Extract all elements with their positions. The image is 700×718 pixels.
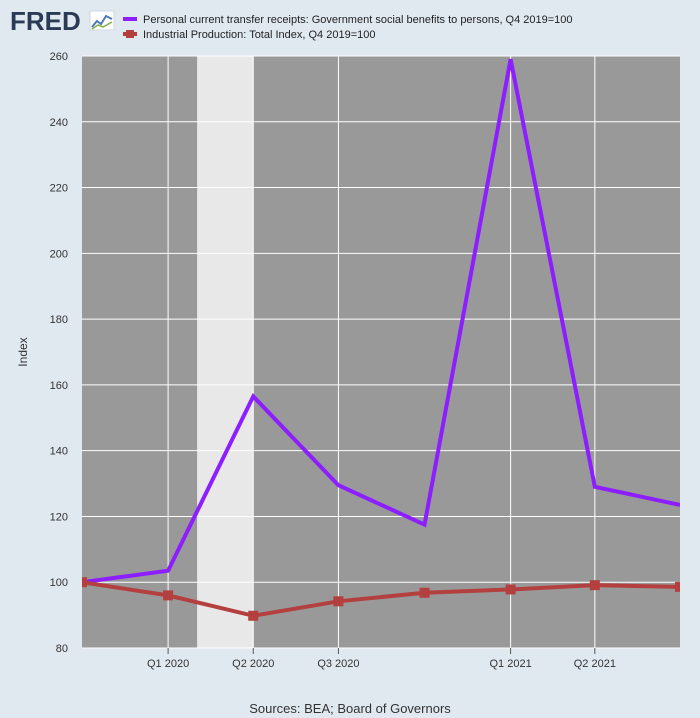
series-point-2: [589, 580, 600, 591]
legend-label-2: Industrial Production: Total Index, Q4 2…: [143, 29, 375, 41]
y-axis-label: Index: [16, 337, 30, 366]
y-tick-label: 160: [50, 380, 68, 392]
x-tick-label: Q1 2020: [147, 658, 189, 670]
series-lines: [82, 58, 680, 621]
series-point-2: [163, 590, 174, 601]
series-point-2: [333, 596, 344, 607]
y-tick-label: 140: [50, 446, 68, 458]
x-axis-ticks: Q1 2020 Q2 2020 Q3 2020 Q1 2021 Q2 2021: [147, 648, 616, 670]
x-tick-label: Q1 2021: [490, 658, 532, 670]
series-point-2: [82, 577, 87, 588]
series-line-1: [82, 58, 680, 585]
y-tick-label: 240: [50, 117, 68, 129]
x-tick-label: Q3 2020: [317, 658, 359, 670]
plot-area: [82, 56, 680, 648]
y-tick-label: 200: [50, 248, 68, 260]
y-tick-label: 100: [50, 577, 68, 589]
chart-legend: Personal current transfer receipts: Gove…: [123, 14, 573, 41]
series-point-2: [248, 610, 259, 621]
y-tick-label: 80: [56, 643, 68, 655]
x-tick-label: Q2 2021: [574, 658, 616, 670]
y-tick-label: 180: [50, 314, 68, 326]
y-tick-label: 260: [50, 51, 68, 63]
series-point-2: [505, 584, 516, 595]
y-axis-ticks: 80 100 120 140 160 180 200 220 240 260: [50, 51, 68, 655]
legend-marker-2: [126, 30, 134, 38]
y-tick-label: 220: [50, 183, 68, 195]
legend-label-1: Personal current transfer receipts: Gove…: [143, 14, 573, 26]
gridlines: [82, 55, 680, 649]
source-note: Sources: BEA; Board of Governors: [249, 701, 451, 716]
series-point-2: [675, 581, 680, 592]
fred-logo[interactable]: FRED: [10, 6, 115, 36]
recession-shading: [197, 56, 254, 648]
fred-graph-icon: [89, 10, 115, 31]
series-point-2: [419, 587, 430, 598]
series-line-2: [82, 580, 680, 618]
x-tick-label: Q2 2020: [232, 658, 274, 670]
fred-logo-text: FRED: [10, 6, 81, 36]
recession-band: [197, 56, 254, 648]
y-tick-label: 120: [50, 511, 68, 523]
